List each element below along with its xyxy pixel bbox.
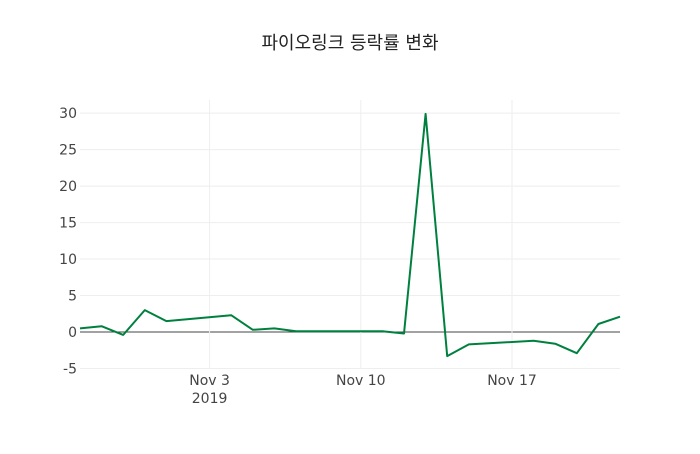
x-tick-label: Nov 10 — [336, 373, 386, 389]
y-tick-label: 20 — [59, 179, 77, 195]
y-tick-label: 15 — [59, 216, 77, 232]
y-tick-label: 5 — [68, 289, 77, 305]
y-tick-label: -5 — [63, 362, 77, 378]
y-tick-label: 30 — [59, 106, 77, 122]
y-tick-label: 25 — [59, 143, 77, 159]
chart-title: 파이오링크 등락률 변화 — [261, 33, 438, 54]
y-tick-label: 10 — [59, 252, 77, 268]
x-tick-label: Nov 17 — [487, 373, 537, 389]
series-line — [79, 112, 621, 358]
x-tick-sublabel: 2019 — [192, 391, 228, 407]
y-tick-label: 0 — [68, 325, 77, 341]
x-tick-label: Nov 3 — [189, 373, 230, 389]
